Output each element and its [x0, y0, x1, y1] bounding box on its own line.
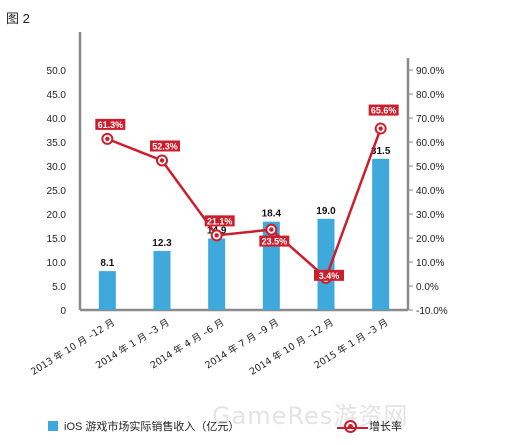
- y-left-tick-label: 5.0: [52, 282, 66, 293]
- y-right-tick-label: 10.0%: [416, 258, 444, 269]
- y-right-tick-label: -10.0%: [416, 306, 448, 317]
- growth-point-core: [269, 227, 274, 232]
- growth-point-core: [378, 126, 383, 131]
- bar-value-label: 31.5: [371, 146, 391, 157]
- y-right-tick-label: 20.0%: [416, 234, 444, 245]
- bar-value-label: 12.3: [152, 238, 172, 249]
- growth-value-label: 52.3%: [152, 141, 178, 151]
- bar: [98, 271, 116, 310]
- growth-point-core: [105, 136, 110, 142]
- legend-growth-label: 增长率: [369, 421, 402, 433]
- y-left-tick-label: 35.0: [47, 138, 67, 149]
- y-left-tick-label: 15.0: [47, 234, 67, 245]
- growth-value-label: 65.6%: [371, 106, 397, 116]
- growth-line: [106, 128, 382, 280]
- y-right-tick-label: 60.0%: [416, 138, 444, 149]
- y-left-tick-label: 40.0: [47, 114, 67, 125]
- y-right-tick-label: 30.0%: [416, 210, 444, 221]
- y-right-tick-label: 70.0%: [416, 114, 444, 125]
- bar: [372, 158, 390, 310]
- legend-item-growth: 增长率: [337, 418, 402, 434]
- growth-label-bg: [150, 140, 180, 152]
- y-right-tick-label: 40.0%: [416, 186, 444, 197]
- y-left-tick-label: 20.0: [47, 210, 67, 221]
- legend-line-marker: [337, 419, 368, 433]
- y-right-tick-label: 80.0%: [416, 90, 444, 101]
- legend-revenue-label: iOS 游戏市场实际销售收入（亿元）: [64, 421, 240, 433]
- y-left-tick-label: 0: [60, 306, 66, 317]
- y-right-tick-label: 50.0%: [416, 162, 444, 173]
- growth-label-bg: [259, 235, 290, 247]
- growth-value-label: 23.5%: [262, 237, 288, 247]
- y-left-tick-label: 10.0: [47, 258, 67, 269]
- y-right-tick-label: 0.0%: [416, 282, 439, 293]
- growth-value-label: 61.3%: [98, 120, 124, 130]
- bar: [208, 238, 226, 310]
- y-left-tick-label: 25.0: [47, 186, 67, 197]
- growth-label-bg: [368, 104, 399, 116]
- legend-bar-swatch: [48, 421, 58, 431]
- growth-label-bg: [204, 215, 235, 227]
- bar-value-label: 8.1: [100, 258, 114, 269]
- y-left-tick-label: 50.0: [47, 66, 67, 77]
- growth-label-bg: [314, 269, 344, 281]
- y-left-tick-label: 30.0: [47, 162, 67, 173]
- growth-value-label: 3.4%: [319, 271, 340, 281]
- growth-point-core: [214, 233, 219, 238]
- growth-label-bg: [95, 118, 126, 130]
- legend-item-revenue: iOS 游戏市场实际销售收入（亿元）: [48, 418, 239, 434]
- watermark: GameRes游资网: [212, 402, 409, 430]
- bar-value-label: 18.4: [262, 209, 282, 220]
- growth-value-label: 21.1%: [207, 216, 233, 226]
- bar: [317, 218, 335, 310]
- bar-value-label: 19.0: [316, 206, 336, 217]
- growth-point-core: [159, 158, 165, 163]
- figure-label: 图 2: [6, 11, 30, 26]
- y-right-tick-label: 90.0%: [416, 66, 444, 77]
- bar: [153, 250, 171, 310]
- y-left-tick-label: 45.0: [47, 90, 67, 101]
